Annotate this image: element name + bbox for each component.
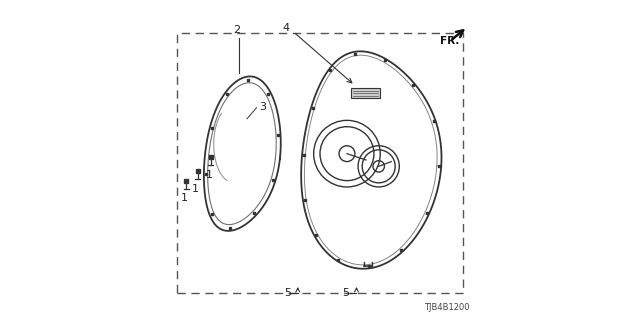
Bar xyxy=(351,88,380,98)
Text: 1: 1 xyxy=(205,170,212,180)
Text: TJB4B1200: TJB4B1200 xyxy=(424,303,469,312)
Text: FR.: FR. xyxy=(440,36,459,46)
Text: 1: 1 xyxy=(181,193,188,203)
Text: 3: 3 xyxy=(259,102,266,112)
Text: 5: 5 xyxy=(284,288,291,298)
Text: 5: 5 xyxy=(342,288,349,298)
Text: 1: 1 xyxy=(192,184,199,194)
Text: 2: 2 xyxy=(234,25,241,35)
Text: 4: 4 xyxy=(283,23,290,33)
